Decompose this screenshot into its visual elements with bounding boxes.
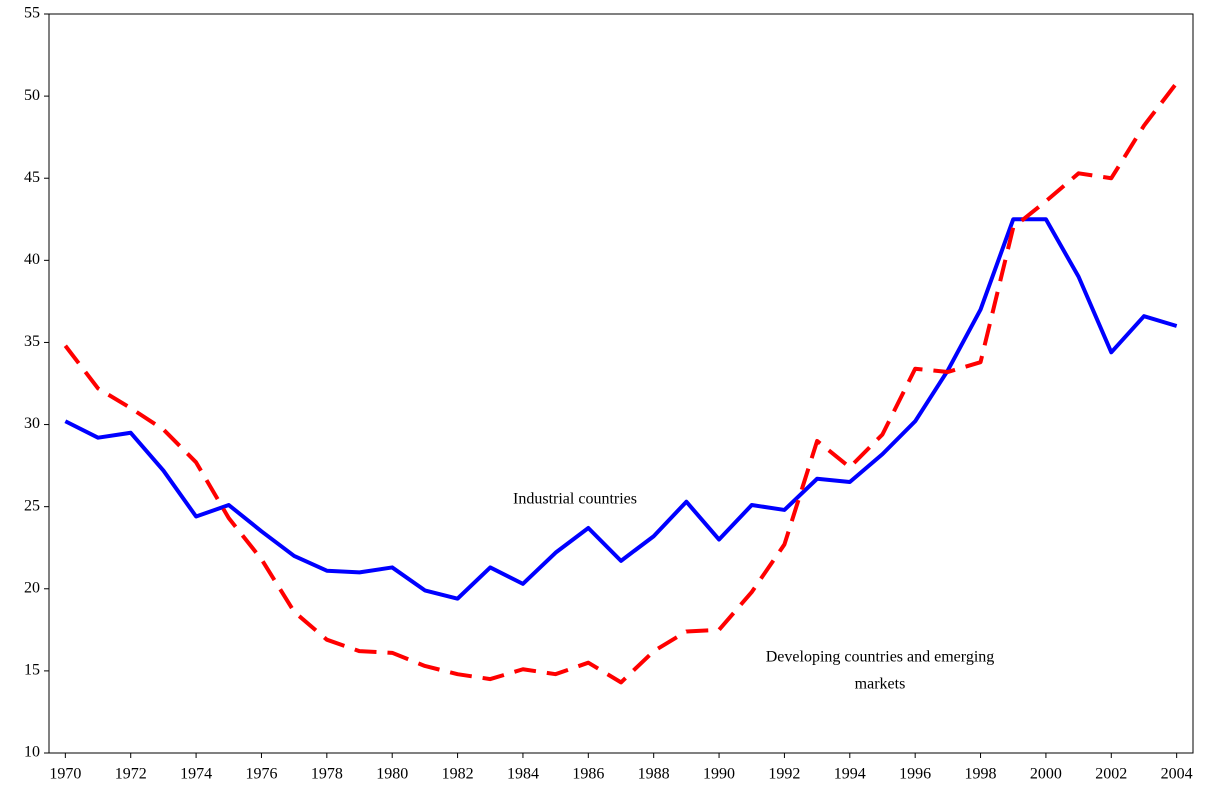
series-annotation: markets xyxy=(855,676,906,693)
series-line xyxy=(63,81,1179,685)
x-tick-label: 1982 xyxy=(442,766,474,783)
y-tick-label: 55 xyxy=(24,5,40,22)
x-tick-label: 1974 xyxy=(180,766,212,783)
y-tick-label: 50 xyxy=(24,87,40,104)
x-tick-label: 1976 xyxy=(245,766,277,783)
x-tick-label: 1980 xyxy=(376,766,408,783)
x-tick-label: 1988 xyxy=(638,766,670,783)
y-tick-label: 10 xyxy=(24,744,40,761)
x-tick-label: 2004 xyxy=(1161,766,1193,783)
y-tick-label: 30 xyxy=(24,415,40,432)
x-tick-label: 1996 xyxy=(899,766,931,783)
x-tick-label: 1984 xyxy=(507,766,539,783)
x-tick-label: 2002 xyxy=(1095,766,1127,783)
series-annotation: Developing countries and emerging xyxy=(766,649,995,666)
y-tick-label: 35 xyxy=(24,333,40,350)
x-tick-label: 1994 xyxy=(834,766,866,783)
x-tick-label: 1992 xyxy=(768,766,800,783)
y-tick-label: 25 xyxy=(24,497,40,514)
y-tick-label: 20 xyxy=(24,579,40,596)
x-tick-label: 1990 xyxy=(703,766,735,783)
series-line xyxy=(64,217,1178,601)
x-tick-label: 1986 xyxy=(572,766,604,783)
y-tick-label: 15 xyxy=(24,662,40,679)
series-annotation: Industrial countries xyxy=(513,491,637,508)
plot-frame xyxy=(48,13,1194,754)
x-tick-label: 1970 xyxy=(49,766,81,783)
y-tick-label: 40 xyxy=(24,251,40,268)
x-tick-label: 2000 xyxy=(1030,766,1062,783)
x-tick-label: 1978 xyxy=(311,766,343,783)
y-tick-label: 45 xyxy=(24,169,40,186)
x-tick-label: 1972 xyxy=(115,766,147,783)
x-tick-label: 1998 xyxy=(965,766,997,783)
